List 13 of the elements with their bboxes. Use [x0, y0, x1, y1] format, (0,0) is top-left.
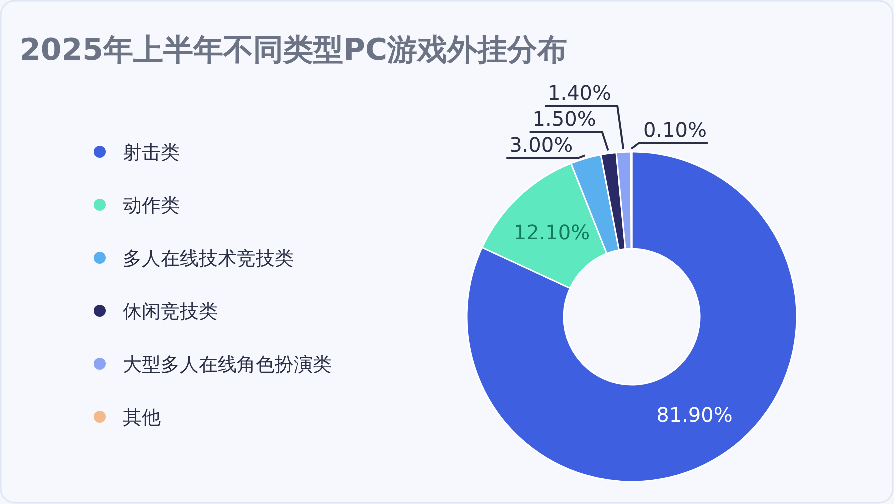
data-label: 1.40% — [548, 81, 612, 105]
chart-title: 2025年上半年不同类型PC游戏外挂分布 — [20, 33, 568, 68]
data-label: 1.50% — [532, 107, 596, 131]
data-label: 12.10% — [514, 220, 590, 244]
data-label: 0.10% — [643, 118, 708, 142]
data-label: 81.90% — [656, 403, 733, 428]
legend-label: 大型多人在线角色扮演类 — [123, 354, 332, 376]
legend-label: 射击类 — [123, 142, 180, 164]
legend-label: 多人在线技术竞技类 — [123, 248, 294, 270]
legend-label: 休闲竞技类 — [123, 301, 218, 323]
legend-label: 动作类 — [123, 195, 180, 217]
data-label: 3.00% — [510, 133, 574, 157]
legend-label: 其他 — [123, 407, 161, 429]
